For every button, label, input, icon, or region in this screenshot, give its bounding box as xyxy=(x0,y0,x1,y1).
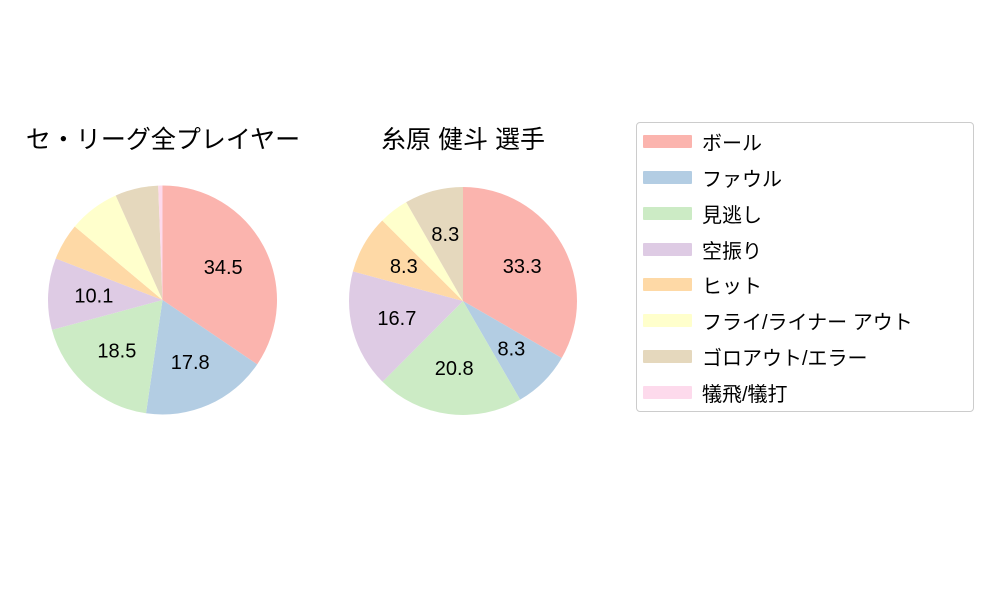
legend-swatch xyxy=(643,135,692,149)
pie-value-label: 18.5 xyxy=(97,340,136,362)
legend: ボールファウル見逃し空振りヒットフライ/ライナー アウト ゴロアウト/エラー 犠飛/… xyxy=(636,122,974,412)
pie-slice xyxy=(463,301,562,400)
pie-slice xyxy=(349,271,463,382)
legend-label: 犠飛/犠打 xyxy=(702,383,788,406)
pie-slice xyxy=(115,185,163,300)
pie-slice xyxy=(406,187,463,301)
pie-value-label: 8.3 xyxy=(431,224,459,246)
pie-slice xyxy=(55,226,163,300)
pie-slice xyxy=(74,195,163,300)
pie-slice xyxy=(51,300,163,414)
pie-value-label: 16.7 xyxy=(377,308,416,330)
chart-title-right: 糸原 健斗 選手 xyxy=(381,126,545,154)
legend-swatch xyxy=(643,314,692,328)
pie-slice xyxy=(162,185,278,365)
legend-label: 見逃し xyxy=(702,204,762,227)
chart-title-left: セ・リーグ全プレイヤー xyxy=(25,126,301,154)
legend-label: フライ/ライナー アウト xyxy=(702,312,913,335)
legend-swatch xyxy=(643,171,692,185)
legend-label: ボール xyxy=(702,133,762,156)
pie-right: 33.3 8.3 20.8 16.7 8.3 8.3 xyxy=(349,187,578,416)
pie-slice xyxy=(382,202,463,301)
legend-item: フライ/ライナー アウト xyxy=(637,303,973,339)
legend-label: ゴロアウト/エラー xyxy=(702,347,868,370)
pie-slice xyxy=(146,300,258,415)
pie-value-label: 8.3 xyxy=(390,256,418,278)
pie-slice xyxy=(47,258,163,330)
legend-item: 見逃し xyxy=(637,196,973,232)
pie-slice xyxy=(352,220,463,301)
pie-slice xyxy=(382,301,521,416)
pie-left: 34.5 17.8 18.5 10.1 xyxy=(47,185,278,415)
pie-slice xyxy=(463,187,578,358)
legend-swatch xyxy=(643,278,692,292)
legend-swatch xyxy=(643,206,692,220)
legend-label: 空振り xyxy=(702,240,762,263)
pie-value-label: 20.8 xyxy=(435,358,474,380)
legend-swatch xyxy=(643,349,692,363)
legend-item: ヒット xyxy=(637,267,973,303)
pie-value-label: 33.3 xyxy=(503,256,542,278)
legend-label: ヒット xyxy=(702,276,762,299)
pie-value-label: 34.5 xyxy=(204,257,243,279)
pie-value-label: 8.3 xyxy=(497,338,525,360)
legend-swatch xyxy=(643,242,692,256)
legend-item: ゴロアウト/エラー xyxy=(637,339,973,375)
legend-label: ファウル xyxy=(702,169,782,192)
pie-value-label: 10.1 xyxy=(74,285,113,307)
pie-value-label: 17.8 xyxy=(171,352,210,374)
legend-item: 空振り xyxy=(637,231,973,267)
legend-swatch xyxy=(643,385,692,399)
legend-item: ファウル xyxy=(637,160,973,196)
pie-slice xyxy=(158,185,163,300)
legend-item: 犠飛/犠打 xyxy=(637,374,973,410)
legend-item: ボール xyxy=(637,124,973,160)
